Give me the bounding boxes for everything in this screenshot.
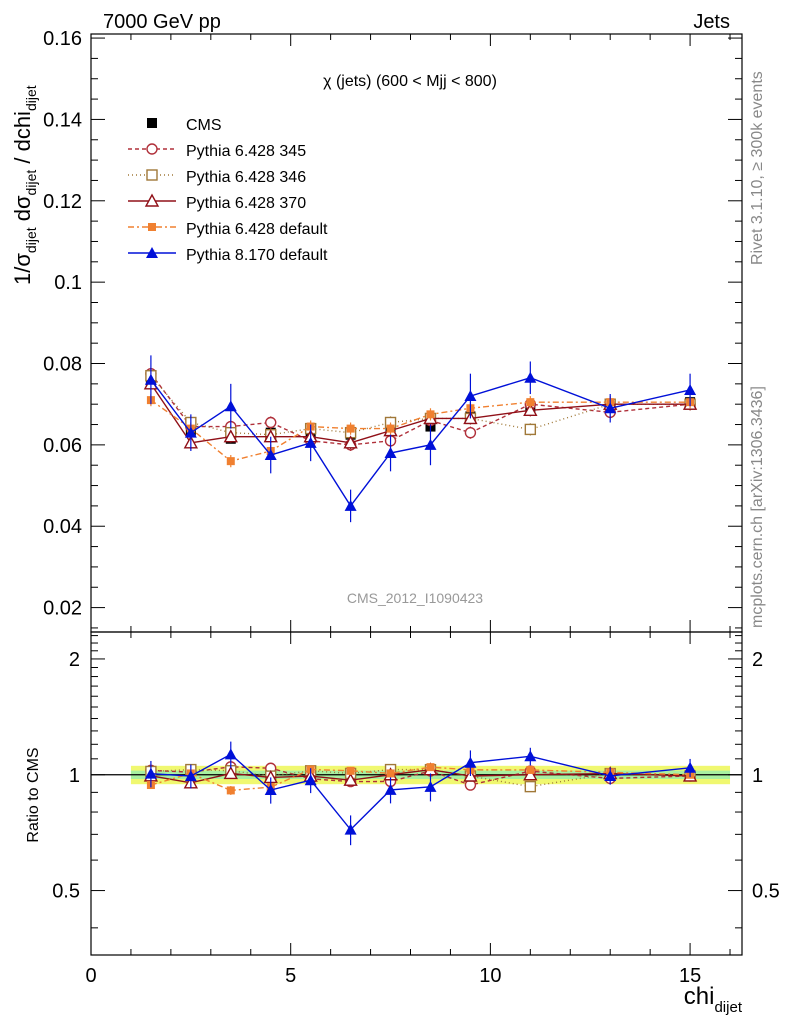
series-point [346, 424, 355, 433]
analysis-label: CMS_2012_I1090423 [347, 590, 483, 606]
y-tick-label: 0.12 [43, 191, 82, 213]
y-tick-label: 0.02 [43, 598, 82, 620]
x-tick-label: 15 [679, 965, 701, 987]
ratio-series-line [150, 766, 691, 792]
series-point [343, 435, 358, 449]
series-line [150, 377, 691, 508]
ratio-point [226, 786, 235, 795]
series-point [523, 402, 538, 416]
series-line [150, 373, 691, 446]
legend-marker [146, 143, 158, 155]
series-line [150, 383, 691, 444]
legend-label: Pythia 6.428 default [186, 221, 328, 238]
ratio-tick-label: 2 [69, 649, 80, 671]
ratio-point [386, 769, 395, 778]
series-line [150, 399, 691, 462]
ratio-point [523, 767, 538, 781]
series-point [184, 426, 197, 438]
ratio-tick-label: 0.5 [52, 881, 80, 903]
header-right: Jets [693, 11, 730, 33]
ratio-point [524, 750, 537, 762]
ratio-y-label: Ratio to CMS [25, 747, 42, 842]
series-point [265, 416, 277, 429]
series-point [226, 457, 235, 466]
series-point [304, 436, 317, 448]
series-point [604, 402, 617, 414]
legend-label: Pythia 6.428 370 [186, 195, 306, 212]
ratio-tick-label: 0.5 [752, 881, 780, 903]
series-point [464, 390, 477, 402]
ratio-point [604, 769, 617, 781]
y-tick-label: 0.14 [43, 109, 82, 131]
ratio-point [344, 823, 357, 835]
header-left: 7000 GeV pp [103, 11, 221, 33]
ratio-point [144, 767, 157, 779]
y-tick-label: 0.16 [43, 28, 82, 50]
ratio-tick-label: 2 [752, 649, 763, 671]
y-axis-label: 1/σdijet dσdijet / dchidijet [10, 85, 39, 285]
ratio-point [426, 763, 435, 772]
mcplots-label: mcplots.cern.ch [arXiv:1306.3436] [749, 386, 766, 628]
series-point [384, 447, 397, 459]
x-tick-label: 0 [85, 965, 96, 987]
ratio-point [264, 784, 277, 796]
series-point [264, 449, 277, 461]
ratio-point [384, 783, 397, 795]
series-point [223, 429, 238, 443]
legend-marker [146, 247, 158, 258]
legend-marker [147, 118, 157, 128]
chart-title: χ (jets) (600 < Mjj < 800) [323, 73, 497, 90]
ratio-point [684, 761, 697, 773]
series-point [224, 400, 237, 412]
ratio-point [223, 765, 238, 780]
series-point [386, 424, 395, 433]
ratio-tick-label: 1 [69, 765, 80, 787]
ratio-point [526, 765, 535, 774]
series-point [526, 398, 535, 407]
ratio-tick-label: 1 [752, 765, 763, 787]
ratio-point [346, 766, 355, 775]
legend-label: CMS [186, 117, 222, 134]
series-point [524, 371, 537, 383]
ratio-point [343, 772, 358, 786]
series-point [684, 383, 697, 395]
rivet-label: Rivet 3.1.10, ≥ 300k events [749, 71, 766, 265]
ratio-point [304, 774, 317, 786]
ratio-point [524, 780, 537, 793]
x-tick-label: 5 [285, 965, 296, 987]
series-point [144, 373, 157, 385]
ratio-frame [90, 631, 743, 956]
legend-label: Pythia 8.170 default [186, 247, 328, 264]
legend-marker [144, 193, 160, 207]
y-tick-label: 0.06 [43, 435, 82, 457]
series-point [424, 438, 437, 450]
ratio-series-line [150, 766, 691, 786]
y-tick-label: 0.1 [54, 272, 82, 294]
series-point [524, 423, 537, 436]
legend-label: Pythia 6.428 346 [186, 169, 306, 186]
x-tick-label: 10 [479, 965, 501, 987]
ratio-point [464, 756, 477, 768]
series-point [464, 426, 477, 439]
series-point [426, 410, 435, 419]
y-tick-label: 0.04 [43, 516, 82, 538]
legend-marker [146, 169, 158, 181]
series-point [344, 499, 357, 511]
legend-label: Pythia 6.428 345 [186, 143, 306, 160]
ratio-series-line [150, 753, 691, 831]
ratio-point [184, 770, 197, 782]
legend-marker [148, 223, 156, 231]
y-tick-label: 0.08 [43, 354, 82, 376]
x-axis-label: chidijet [684, 983, 743, 1016]
ratio-point [224, 748, 237, 760]
ratio-series-line [150, 768, 691, 784]
ratio-point [424, 780, 437, 792]
